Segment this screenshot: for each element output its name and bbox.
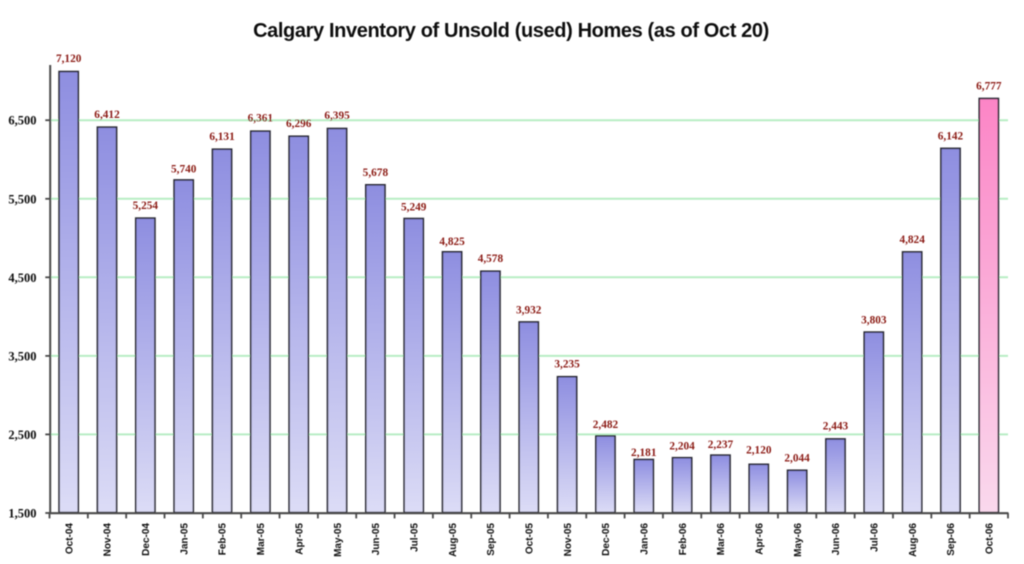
svg-text:Jan-05: Jan-05 xyxy=(179,523,190,555)
svg-text:4,578: 4,578 xyxy=(478,253,504,265)
svg-text:Oct-06: Oct-06 xyxy=(985,523,996,555)
svg-text:3,235: 3,235 xyxy=(554,359,580,371)
svg-text:Feb-06: Feb-06 xyxy=(678,523,689,556)
svg-text:Jun-06: Jun-06 xyxy=(831,523,842,556)
svg-text:Calgary Inventory of Unsold (u: Calgary Inventory of Unsold (used) Homes… xyxy=(253,20,769,42)
svg-text:2,120: 2,120 xyxy=(746,444,772,456)
svg-text:5,740: 5,740 xyxy=(171,164,197,176)
svg-text:3,932: 3,932 xyxy=(516,305,542,317)
svg-text:5,249: 5,249 xyxy=(401,202,427,214)
svg-text:6,412: 6,412 xyxy=(94,109,120,121)
svg-text:Jan-06: Jan-06 xyxy=(639,523,650,555)
svg-text:Aug-05: Aug-05 xyxy=(448,523,459,557)
svg-text:7,120: 7,120 xyxy=(56,53,82,65)
svg-text:4,824: 4,824 xyxy=(899,234,925,246)
svg-text:3,500: 3,500 xyxy=(8,349,36,363)
svg-text:May-06: May-06 xyxy=(793,523,804,557)
svg-text:2,204: 2,204 xyxy=(669,440,695,452)
svg-text:Mar-05: Mar-05 xyxy=(256,523,267,556)
svg-text:Feb-05: Feb-05 xyxy=(218,523,229,556)
svg-text:Oct-05: Oct-05 xyxy=(524,523,535,555)
svg-text:6,500: 6,500 xyxy=(8,114,36,128)
svg-text:4,825: 4,825 xyxy=(439,236,465,248)
svg-text:2,044: 2,044 xyxy=(784,452,810,464)
svg-text:2,181: 2,181 xyxy=(631,447,657,459)
svg-text:Oct-04: Oct-04 xyxy=(64,523,75,555)
svg-text:Aug-06: Aug-06 xyxy=(908,523,919,557)
svg-text:Dec-04: Dec-04 xyxy=(141,523,152,556)
svg-text:4,500: 4,500 xyxy=(8,271,36,285)
svg-text:5,500: 5,500 xyxy=(8,192,36,206)
svg-text:2,500: 2,500 xyxy=(8,428,36,442)
svg-text:2,482: 2,482 xyxy=(593,419,619,431)
svg-text:Jul-06: Jul-06 xyxy=(870,523,881,552)
svg-text:2,237: 2,237 xyxy=(708,439,734,451)
svg-text:Nov-05: Nov-05 xyxy=(563,523,574,557)
svg-text:6,142: 6,142 xyxy=(938,130,964,142)
svg-text:5,678: 5,678 xyxy=(363,167,389,179)
svg-text:3,803: 3,803 xyxy=(861,314,887,326)
svg-text:Jul-05: Jul-05 xyxy=(409,523,420,552)
svg-text:Sep-06: Sep-06 xyxy=(946,523,957,556)
svg-text:Apr-05: Apr-05 xyxy=(294,523,305,555)
svg-text:6,131: 6,131 xyxy=(209,131,235,143)
svg-text:Apr-06: Apr-06 xyxy=(754,523,765,555)
svg-text:2,443: 2,443 xyxy=(823,421,849,433)
svg-text:6,777: 6,777 xyxy=(976,81,1002,93)
svg-text:6,361: 6,361 xyxy=(248,113,274,125)
svg-text:May-05: May-05 xyxy=(333,523,344,557)
svg-text:Dec-05: Dec-05 xyxy=(601,523,612,556)
svg-text:6,395: 6,395 xyxy=(324,110,350,122)
svg-text:Nov-04: Nov-04 xyxy=(103,523,114,557)
svg-text:6,296: 6,296 xyxy=(286,118,312,130)
svg-text:Jun-05: Jun-05 xyxy=(371,523,382,556)
svg-text:5,254: 5,254 xyxy=(133,200,159,212)
svg-text:1,500: 1,500 xyxy=(8,507,36,521)
svg-text:Sep-05: Sep-05 xyxy=(486,523,497,556)
svg-text:Mar-06: Mar-06 xyxy=(716,523,727,556)
